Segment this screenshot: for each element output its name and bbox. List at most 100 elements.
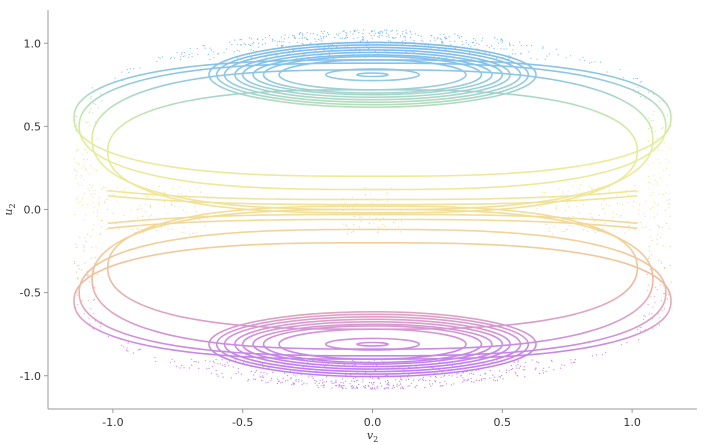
sea-point xyxy=(339,37,341,39)
sea-point xyxy=(608,186,610,188)
sea-point xyxy=(496,39,498,41)
sea-point xyxy=(451,375,453,377)
sea-point xyxy=(154,356,156,359)
sea-point xyxy=(400,378,402,380)
sea-point xyxy=(91,185,94,187)
sea-point xyxy=(606,71,608,73)
sea-point xyxy=(378,35,380,37)
sea-point xyxy=(127,350,129,352)
sea-point xyxy=(90,235,92,237)
sea-point xyxy=(282,377,284,380)
sea-point xyxy=(128,72,130,74)
sea-point xyxy=(351,231,353,233)
sea-point xyxy=(260,376,262,378)
sea-point xyxy=(652,114,654,116)
sea-point xyxy=(83,250,85,252)
sea-point xyxy=(362,378,364,380)
sea-point xyxy=(74,214,76,216)
sea-point xyxy=(170,204,172,206)
sea-point xyxy=(321,38,323,40)
sea-point xyxy=(462,371,464,374)
y-ticks: -1.0 -0.5 0.0 0.5 1.0 xyxy=(20,37,48,383)
sea-point xyxy=(640,326,642,328)
sea-point xyxy=(81,154,83,156)
sea-point xyxy=(84,237,86,239)
sea-point xyxy=(270,379,272,381)
sea-point xyxy=(87,274,89,276)
sea-point xyxy=(290,378,292,380)
sea-point xyxy=(384,29,386,31)
sea-point xyxy=(500,40,502,42)
sea-point xyxy=(543,367,545,369)
sea-point xyxy=(627,225,629,227)
sea-point xyxy=(603,208,605,210)
sea-point xyxy=(89,124,91,126)
sea-point xyxy=(396,30,398,32)
sea-point xyxy=(629,225,631,227)
sea-point xyxy=(404,35,406,37)
sea-point xyxy=(582,204,585,206)
sea-point xyxy=(250,57,253,59)
sea-point xyxy=(442,42,444,44)
sea-point xyxy=(475,39,477,41)
sea-point xyxy=(593,229,595,232)
sea-point xyxy=(648,313,650,315)
sea-point xyxy=(441,42,443,44)
sea-point xyxy=(89,110,91,112)
sea-point xyxy=(90,257,92,259)
sea-point xyxy=(94,189,96,191)
sea-point xyxy=(500,48,502,50)
sea-point xyxy=(378,227,380,229)
sea-point xyxy=(461,35,463,38)
sea-point xyxy=(576,192,578,194)
sea-point xyxy=(341,378,344,380)
sea-point xyxy=(537,361,539,363)
sea-point xyxy=(292,382,294,384)
sea-point xyxy=(530,44,533,47)
sea-point xyxy=(621,204,624,206)
sea-point xyxy=(570,359,572,361)
sea-point xyxy=(654,130,656,132)
sea-point xyxy=(76,116,78,118)
sea-point xyxy=(76,265,78,267)
sea-point xyxy=(266,373,268,375)
sea-point xyxy=(398,226,400,228)
sea-point xyxy=(579,184,582,186)
sea-point xyxy=(445,49,447,51)
sea-point xyxy=(508,370,510,372)
sea-point xyxy=(669,215,672,217)
sea-point xyxy=(164,205,166,207)
sea-point xyxy=(174,57,176,59)
sea-point xyxy=(93,207,95,209)
sea-point xyxy=(112,212,114,214)
sea-point xyxy=(87,204,89,206)
sea-point xyxy=(424,387,426,389)
sea-point xyxy=(248,43,250,46)
sea-point xyxy=(254,378,257,380)
sea-point xyxy=(462,43,464,46)
sea-point xyxy=(163,201,165,203)
sea-point xyxy=(371,207,374,209)
sea-point xyxy=(648,188,650,190)
sea-point xyxy=(140,348,142,350)
sea-point xyxy=(331,48,333,51)
sea-point xyxy=(626,342,628,344)
sea-point xyxy=(102,186,105,188)
sea-point xyxy=(96,138,99,140)
sea-point xyxy=(519,365,522,367)
sea-point xyxy=(646,273,648,276)
x-tick-label: -0.5 xyxy=(232,416,253,429)
sea-point xyxy=(234,39,236,41)
sea-point xyxy=(77,277,79,279)
sea-point xyxy=(326,376,328,378)
sea-point xyxy=(442,41,444,43)
sea-point xyxy=(475,379,477,381)
sea-point xyxy=(670,281,672,283)
sea-point xyxy=(188,54,190,56)
sea-point xyxy=(101,188,104,190)
sea-point xyxy=(420,39,422,41)
sea-point xyxy=(303,382,305,384)
sea-point xyxy=(399,383,402,385)
sea-point xyxy=(311,376,313,378)
sea-point xyxy=(476,42,478,44)
